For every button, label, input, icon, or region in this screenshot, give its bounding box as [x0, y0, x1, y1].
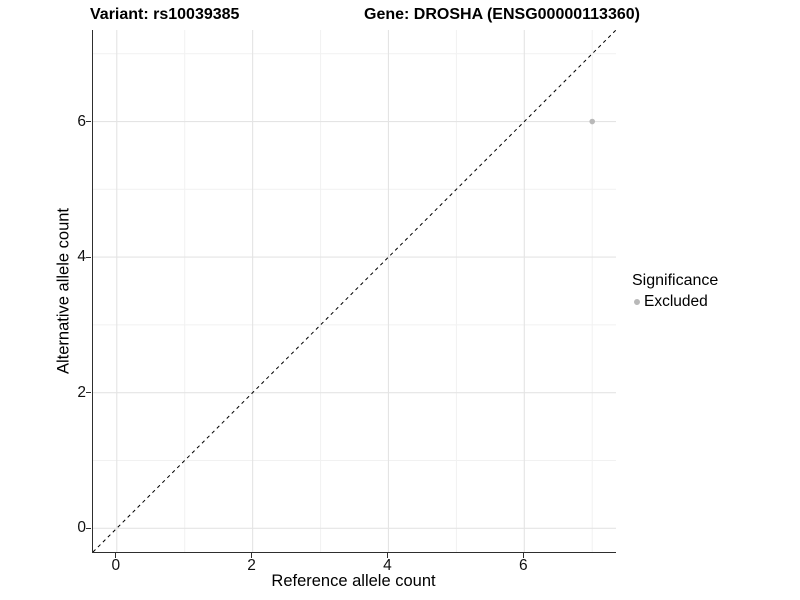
x-axis-title: Reference allele count	[271, 572, 436, 590]
y-tick-mark	[86, 120, 91, 123]
legend-title: Significance	[632, 272, 719, 289]
y-tick-label: 6	[77, 112, 86, 130]
y-axis-title-text: Alternative allele count	[54, 207, 73, 375]
legend: Significance Excluded	[630, 272, 718, 311]
y-tick-label: 4	[77, 248, 86, 266]
x-tick-label: 2	[247, 557, 256, 574]
identity-line	[93, 30, 616, 552]
y-tick-mark	[86, 392, 91, 394]
plot-title-variant: Variant: rs10039385	[90, 6, 240, 23]
y-tick-mark	[86, 256, 91, 258]
y-tick-mark	[86, 527, 91, 529]
legend-key-dot-icon	[634, 299, 640, 305]
x-tick-label: 4	[383, 557, 392, 574]
scatter-plot-canvas	[93, 30, 616, 552]
legend-item-excluded: Excluded	[630, 293, 718, 311]
legend-item-label: Excluded	[644, 293, 708, 310]
x-tick-label: 6	[518, 557, 528, 574]
data-point-excluded[interactable]	[589, 118, 596, 125]
y-tick-label: 2	[77, 383, 86, 401]
x-tick-mark	[251, 553, 253, 558]
plot-title-gene: Gene: DROSHA (ENSG00000113360)	[364, 6, 640, 23]
x-tick-mark	[522, 553, 524, 558]
legend-items: Excluded	[630, 293, 718, 311]
x-tick-label: 0	[111, 557, 121, 574]
plot-panel	[92, 30, 616, 553]
y-tick-label: 0	[77, 519, 86, 537]
x-tick-mark	[386, 553, 389, 558]
x-tick-mark	[115, 553, 117, 558]
